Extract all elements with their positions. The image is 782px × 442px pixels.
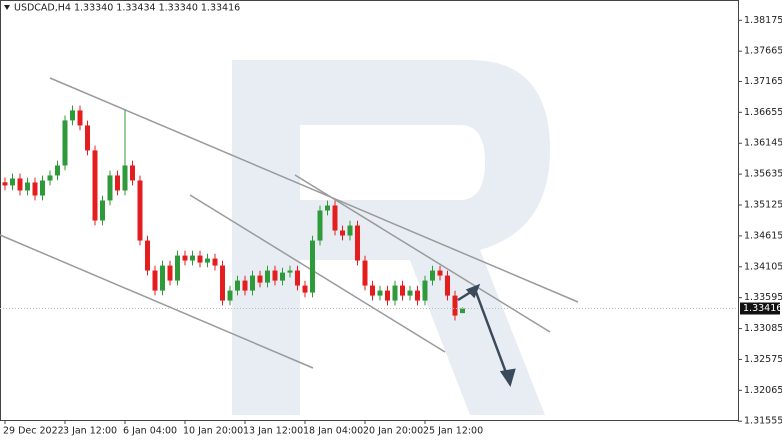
candle-body [287, 270, 293, 273]
candle-body [100, 200, 105, 221]
candle-body [62, 120, 68, 166]
candle-body [107, 175, 113, 201]
candle-body [85, 125, 90, 151]
candle-body [415, 290, 420, 301]
candle-body [115, 175, 120, 191]
candle-body [407, 290, 413, 296]
candle-body [220, 265, 225, 301]
y-tick-label: 1.31555 [744, 416, 782, 427]
candle-body [167, 265, 173, 281]
candle-body [137, 180, 143, 241]
candle-body [317, 210, 323, 241]
candle-body [400, 285, 405, 296]
candle-body [377, 290, 383, 296]
y-tick-label: 1.37165 [744, 76, 782, 87]
menu-icon[interactable] [4, 5, 10, 10]
trend-lines [0, 77, 579, 369]
candle-body [182, 255, 188, 261]
last-price-box [740, 302, 780, 315]
candle-body [197, 255, 203, 263]
candle-body [122, 165, 128, 191]
candle-body [325, 205, 330, 211]
candle-body [2, 182, 8, 186]
y-tick-label: 1.34615 [744, 230, 782, 241]
candle-body [340, 230, 345, 236]
candle-body [212, 258, 218, 266]
candle-body [152, 270, 158, 291]
candle-body [227, 290, 233, 301]
candle-body [17, 178, 23, 191]
x-tick-label: 3 Jan 12:00 [63, 426, 117, 437]
y-tick-label: 1.34105 [744, 261, 782, 272]
x-tick-label: 25 Jan 12:00 [423, 426, 483, 437]
y-tick-label: 1.38175 [744, 15, 782, 26]
candle-body [235, 280, 240, 291]
candle-body [332, 205, 338, 231]
candle-body [160, 265, 165, 291]
y-tick-label: 1.36145 [744, 138, 782, 149]
candle-body [385, 290, 390, 301]
candle-body [370, 285, 375, 296]
candle-body [272, 270, 278, 281]
last-price-label: 1.33416 [743, 303, 782, 314]
candle-body [302, 285, 308, 293]
candle-body [250, 275, 255, 291]
y-tick-label: 1.33085 [744, 323, 782, 334]
candle-body [265, 270, 270, 283]
candle-body [460, 308, 465, 314]
x-tick-label: 20 Jan 20:00 [363, 426, 423, 437]
x-tick-label: 10 Jan 20:00 [183, 426, 243, 437]
candle-body [310, 240, 315, 293]
y-tick-label: 1.35125 [744, 200, 782, 211]
candle-body [205, 258, 210, 263]
candle-body [92, 150, 98, 221]
forecast-arrow [457, 283, 516, 387]
candle-body [25, 182, 30, 191]
candle-body [47, 175, 53, 181]
candle-body [40, 180, 45, 196]
candle-body [347, 225, 353, 236]
candle-body [362, 260, 368, 286]
x-tick-label: 18 Jan 04:00 [303, 426, 363, 437]
x-tick-label: 29 Dec 2022 [3, 426, 64, 437]
candle-body [55, 165, 60, 176]
x-tick-label: 13 Jan 12:00 [243, 426, 303, 437]
candle-body [422, 280, 428, 301]
candle-body [145, 240, 150, 271]
y-tick-label: 1.33595 [744, 292, 782, 303]
y-tick-label: 1.32065 [744, 385, 782, 396]
y-tick-label: 1.37665 [744, 46, 782, 57]
y-tick-label: 1.36655 [744, 107, 782, 118]
chart-header: USDCAD,H4 1.33340 1.33434 1.33340 1.3341… [4, 3, 240, 14]
candle-body [175, 255, 180, 281]
candle-body [130, 165, 135, 181]
candle-body [445, 275, 450, 296]
candle-body [32, 182, 38, 196]
candle-body [452, 295, 458, 316]
x-tick-label: 6 Jan 04:00 [123, 426, 177, 437]
candle-body [355, 225, 360, 261]
candle-body [295, 270, 300, 286]
candle-body [257, 275, 263, 283]
watermark [232, 60, 550, 415]
candle-body [242, 280, 248, 291]
candle-body [70, 110, 75, 121]
candle-body [392, 285, 398, 301]
candle-body [280, 272, 285, 281]
candle-body [10, 178, 15, 186]
chart-title: USDCAD,H4 1.33340 1.33434 1.33340 1.3341… [14, 3, 240, 14]
candle-body [190, 255, 195, 261]
y-tick-label: 1.32575 [744, 354, 782, 365]
candle-body [77, 110, 83, 126]
candle-body [437, 270, 443, 276]
candle-body [430, 270, 435, 281]
y-tick-label: 1.35635 [744, 169, 782, 180]
